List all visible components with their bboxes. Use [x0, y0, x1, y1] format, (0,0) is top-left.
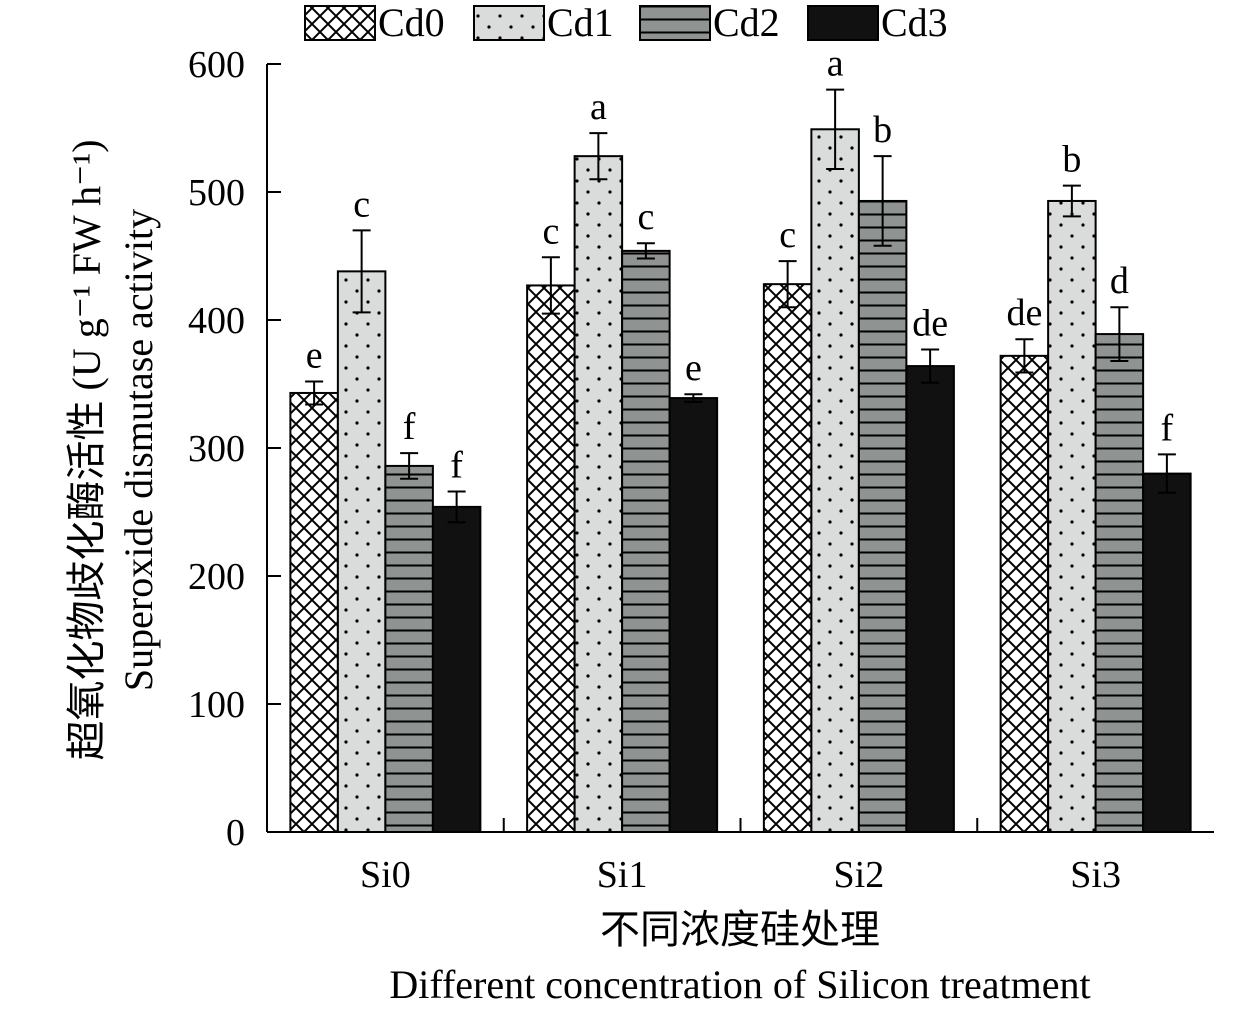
x-axis-title-en: Different concentration of Silicon treat… [389, 962, 1090, 1007]
significance-label: d [1110, 260, 1129, 302]
legend-label-cd2: Cd2 [713, 0, 780, 45]
y-tick-label: 600 [188, 44, 245, 86]
significance-label: f [450, 445, 463, 487]
bar-cd1 [1047, 199, 1097, 833]
significance-label: a [590, 86, 607, 128]
significance-label: f [1161, 407, 1174, 449]
x-axis-title-cn: 不同浓度硅处理 [600, 907, 880, 952]
bar-cd3 [668, 397, 719, 833]
significance-label: c [637, 196, 654, 238]
significance-label: b [873, 109, 892, 151]
significance-label: de [912, 302, 948, 344]
legend-label-cd0: Cd0 [378, 0, 445, 45]
bar-cd2 [384, 464, 434, 833]
significance-label: e [306, 334, 323, 376]
legend-swatch-cd3 [807, 5, 879, 41]
plot-area: 0100200300400500600Si0ecffSi1caceSi2cabd… [188, 43, 1214, 896]
significance-label: f [403, 406, 416, 448]
bar-cd3 [905, 365, 955, 833]
legend: Cd0 Cd1 Cd2 Cd3 [304, 0, 948, 45]
bar-cd1 [810, 128, 860, 833]
legend-swatch-cd2 [639, 5, 711, 41]
bar-cd2 [621, 249, 671, 833]
significance-label: e [685, 347, 702, 389]
significance-label: c [542, 210, 559, 252]
legend-swatch-cd1 [473, 5, 545, 41]
y-axis-title-en: Superoxide dismutase activity [116, 209, 161, 691]
bar-cd3 [431, 505, 482, 833]
bar-cd3 [1142, 472, 1192, 833]
x-tick-label: Si1 [597, 854, 648, 896]
y-axis-title-cn: 超氧化物歧化酶活性 (U g⁻¹ FW h⁻¹) [64, 139, 109, 760]
significance-label: b [1062, 139, 1081, 181]
bar-cd0 [526, 284, 576, 833]
legend-swatch-cd0 [304, 5, 376, 41]
legend-label-cd3: Cd3 [881, 0, 948, 45]
legend-item-cd0: Cd0 [304, 0, 445, 45]
y-tick-label: 300 [188, 428, 245, 470]
legend-item-cd2: Cd2 [639, 0, 780, 45]
y-tick-label: 400 [188, 300, 245, 342]
significance-label: c [779, 214, 796, 256]
significance-label: c [353, 183, 370, 225]
bar-cd0 [762, 283, 813, 834]
x-tick-label: Si3 [1070, 854, 1121, 896]
bar-cd0 [999, 354, 1050, 833]
legend-item-cd1: Cd1 [473, 0, 614, 45]
y-tick-label: 500 [188, 172, 245, 214]
bar-cd2 [1094, 333, 1145, 833]
legend-label-cd1: Cd1 [547, 0, 614, 45]
x-tick-label: Si0 [360, 854, 411, 896]
y-tick-label: 0 [226, 812, 245, 854]
y-tick-label: 100 [188, 684, 245, 726]
legend-item-cd3: Cd3 [807, 0, 948, 45]
bar-cd0 [289, 391, 339, 833]
bar-cd1 [573, 155, 624, 834]
bar-cd2 [857, 199, 908, 833]
y-tick-label: 200 [188, 556, 245, 598]
x-tick-label: Si2 [834, 854, 885, 896]
bar-cd1 [336, 270, 387, 833]
significance-label: a [827, 43, 844, 85]
significance-label: de [1006, 292, 1042, 334]
